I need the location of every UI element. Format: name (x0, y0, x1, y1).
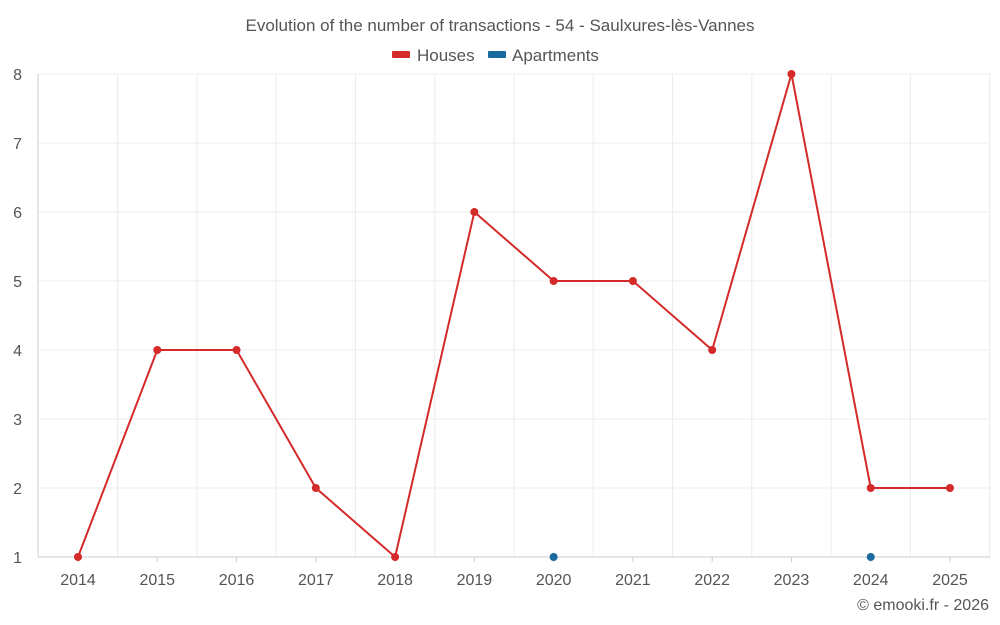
x-tick-label: 2016 (219, 572, 255, 589)
x-tick-label: 2025 (932, 572, 968, 589)
legend-label: Apartments (512, 46, 599, 65)
legend-swatch (488, 51, 506, 58)
y-tick-label: 5 (13, 274, 22, 291)
data-point-houses[interactable] (391, 553, 400, 561)
series-points[interactable] (74, 70, 954, 561)
copyright-text: © emooki.fr - 2026 (857, 597, 989, 614)
data-point-houses[interactable] (787, 70, 796, 78)
data-point-houses[interactable] (153, 346, 162, 354)
legend[interactable]: Houses Apartments (392, 46, 599, 65)
legend-swatch (392, 51, 410, 58)
x-tick-label: 2015 (139, 572, 175, 589)
y-tick-label: 6 (13, 205, 22, 222)
data-point-houses[interactable] (311, 484, 320, 492)
data-point-apartments[interactable] (866, 553, 875, 561)
legend-item-houses[interactable]: Houses (392, 46, 475, 65)
x-tick-labels: 2014 2015 2016 2017 2018 2019 2020 2021 2022 2023… (60, 572, 968, 589)
x-tick-label: 2014 (60, 572, 96, 589)
x-tick-label: 2018 (377, 572, 413, 589)
data-point-houses[interactable] (708, 346, 717, 354)
data-point-houses[interactable] (946, 484, 954, 492)
data-point-houses[interactable] (628, 277, 637, 285)
y-tick-label: 7 (13, 136, 22, 153)
y-tick-label: 3 (13, 412, 22, 429)
x-tick-label: 2024 (853, 572, 889, 589)
data-point-houses[interactable] (866, 484, 875, 492)
x-tick-label: 2019 (457, 572, 493, 589)
x-tick-label: 2023 (774, 572, 810, 589)
chart-title: Evolution of the number of transactions … (245, 16, 754, 35)
y-tick-label: 4 (13, 343, 22, 360)
x-tick-label: 2020 (536, 572, 572, 589)
y-tick-label: 8 (13, 67, 22, 84)
x-tick-label: 2017 (298, 572, 334, 589)
data-point-apartments[interactable] (549, 553, 558, 561)
axes (37, 74, 990, 562)
data-point-houses[interactable] (470, 208, 479, 216)
data-point-houses[interactable] (232, 346, 241, 354)
data-point-houses[interactable] (74, 553, 82, 561)
series-lines (77, 73, 950, 558)
y-tick-labels: 1 2 3 4 5 6 7 8 (13, 67, 22, 567)
series-line-houses (77, 73, 950, 558)
legend-label: Houses (417, 46, 475, 65)
grid (38, 73, 991, 557)
y-tick-label: 2 (13, 481, 22, 498)
x-tick-label: 2022 (694, 572, 730, 589)
y-tick-label: 1 (13, 550, 22, 567)
x-tick-label: 2021 (615, 572, 651, 589)
legend-item-apartments[interactable]: Apartments (488, 46, 599, 65)
data-point-houses[interactable] (549, 277, 558, 285)
